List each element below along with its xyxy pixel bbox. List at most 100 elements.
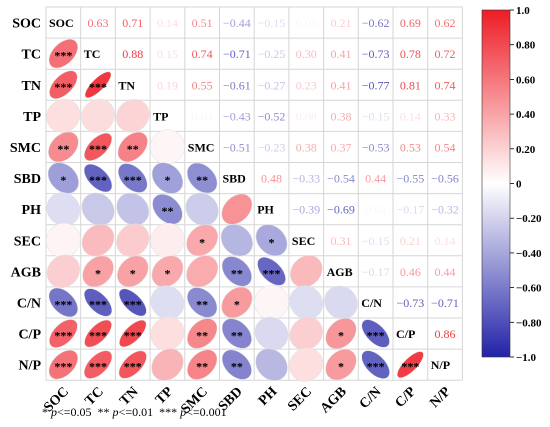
correlation-ellipse — [46, 254, 81, 289]
correlation-ellipse — [81, 192, 115, 226]
correlation-value-label: −0.32 — [431, 203, 459, 217]
correlation-value-label: −0.44 — [223, 16, 251, 30]
correlation-ellipse — [187, 287, 218, 318]
correlation-ellipse — [45, 222, 81, 258]
correlation-ellipse — [83, 350, 113, 379]
significance-stars: * — [95, 266, 101, 280]
correlation-value-label: 0.44 — [365, 172, 386, 186]
footnote-val3: <=0.001 — [186, 405, 227, 419]
correlation-ellipse — [49, 319, 78, 348]
correlation-ellipse — [115, 99, 150, 133]
correlation-value-label: −0.71 — [223, 47, 251, 61]
correlation-value-label: −0.69 — [327, 203, 355, 217]
correlation-value-label: 0.78 — [400, 47, 421, 61]
correlation-value-label: 0.14 — [400, 109, 421, 123]
correlation-value-label: 0.30 — [296, 47, 317, 61]
diagonal-label-ph: PH — [257, 203, 274, 217]
correlation-ellipse — [150, 223, 185, 258]
correlation-value-label: 0.88 — [122, 47, 143, 61]
correlation-value-label: 0.74 — [192, 47, 213, 61]
correlation-ellipse — [83, 163, 113, 193]
correlation-ellipse — [324, 285, 358, 320]
significance-stars: ** — [196, 173, 208, 187]
column-label-ph: PH — [256, 384, 280, 408]
correlation-ellipse — [186, 255, 219, 288]
row-label-smc: SMC — [10, 141, 41, 156]
correlation-value-label: 0.04 — [192, 109, 213, 123]
column-label-sec: SEC — [285, 384, 315, 414]
significance-stars: ** — [127, 142, 139, 156]
significance-stars: *** — [89, 360, 107, 374]
correlation-ellipse — [289, 285, 324, 320]
significance-stars: *** — [124, 173, 142, 187]
correlation-value-label: 0.63 — [88, 16, 109, 30]
correlation-value-label: 0.04 — [365, 203, 386, 217]
row-label-agb: AGB — [11, 265, 41, 280]
colorbar — [481, 9, 511, 358]
correlation-ellipse — [46, 98, 81, 133]
correlation-value-label: −0.23 — [258, 140, 286, 154]
diagonal-label-sec: SEC — [292, 234, 315, 248]
significance-stars: * — [234, 297, 240, 311]
correlation-ellipse — [84, 71, 112, 98]
correlation-value-label: −0.71 — [431, 296, 459, 310]
correlation-value-label: −0.33 — [292, 172, 320, 186]
correlation-ellipse — [119, 319, 147, 348]
correlation-value-label: −0.73 — [362, 47, 390, 61]
significance-stars: * — [199, 235, 205, 249]
correlation-value-label: −0.27 — [258, 78, 286, 92]
correlation-ellipse — [151, 162, 184, 194]
diagonal-label-n-p: N/P — [431, 358, 450, 372]
row-label-tp: TP — [23, 110, 41, 125]
row-label-sbd: SBD — [14, 172, 41, 187]
column-label-c-n: C/N — [357, 384, 385, 412]
correlation-ellipse — [81, 98, 115, 133]
footnote-star1: * — [42, 405, 51, 419]
significance-stars: * — [164, 266, 170, 280]
correlation-ellipse — [118, 350, 147, 379]
correlation-ellipse — [48, 287, 79, 318]
correlation-value-label: 0.51 — [192, 16, 213, 30]
correlation-value-label: 0.69 — [400, 16, 421, 30]
diagonal-label-agb: AGB — [327, 265, 353, 279]
correlation-value-label: 0.86 — [435, 327, 456, 341]
correlation-ellipse — [220, 224, 253, 257]
correlation-ellipse — [325, 349, 357, 381]
correlation-ellipse — [116, 223, 150, 257]
significance-stars: ** — [231, 266, 243, 280]
footnote-p3: p — [180, 405, 187, 419]
correlation-value-label: 0.71 — [122, 16, 143, 30]
correlation-ellipse — [150, 129, 185, 165]
significance-stars: *** — [89, 173, 107, 187]
row-label-tc: TC — [22, 48, 41, 63]
correlation-ellipse — [187, 318, 218, 349]
colorbar-tick-label: −0.40 — [516, 248, 542, 260]
correlation-value-label: 0.15 — [157, 47, 178, 61]
row-label-ph: PH — [22, 203, 42, 218]
correlation-ellipse — [151, 255, 184, 288]
correlation-value-label: 0.53 — [400, 140, 421, 154]
correlation-ellipse — [186, 224, 219, 257]
correlation-value-label: 0.19 — [157, 78, 178, 92]
column-label-c-p: C/P — [393, 384, 420, 411]
correlation-ellipse — [254, 316, 289, 351]
significance-stars: * — [269, 235, 275, 249]
colorbar-tick-label: 0.40 — [516, 109, 536, 121]
correlation-value-label: −0.62 — [362, 16, 390, 30]
correlation-value-label: 0.81 — [400, 78, 421, 92]
significance-footnote: * p<=0.05 ** p<=0.01 *** p<=0.001 — [42, 405, 227, 420]
correlation-value-label: −0.54 — [327, 172, 355, 186]
correlation-value-label: 0.23 — [296, 78, 317, 92]
significance-stars: *** — [54, 329, 72, 343]
significance-stars: *** — [124, 329, 142, 343]
footnote-p1: p — [51, 405, 57, 419]
row-label-tn: TN — [22, 79, 41, 94]
correlation-value-label: 0.72 — [435, 47, 456, 61]
correlation-ellipse — [290, 255, 323, 288]
correlation-value-label: −0.15 — [258, 16, 286, 30]
significance-stars: ** — [231, 360, 243, 374]
correlation-value-label: −0.56 — [431, 172, 459, 186]
correlation-ellipse — [82, 255, 114, 288]
correlation-ellipse — [49, 70, 78, 99]
correlation-ellipse — [255, 224, 288, 257]
